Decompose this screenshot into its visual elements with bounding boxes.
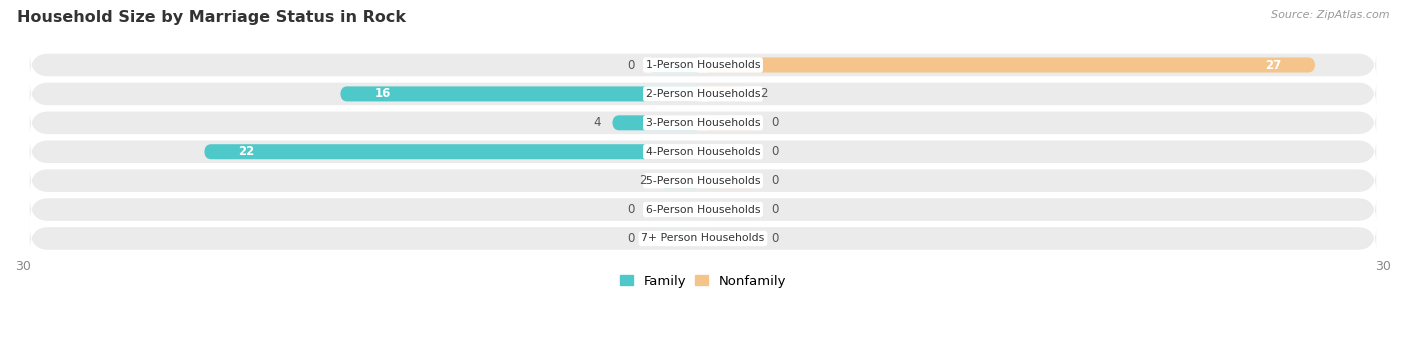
Text: 16: 16 (374, 87, 391, 100)
Text: 0: 0 (627, 59, 636, 72)
Text: 0: 0 (627, 203, 636, 216)
Text: 22: 22 (238, 145, 254, 158)
Text: 0: 0 (770, 203, 779, 216)
Text: 2: 2 (759, 87, 768, 100)
FancyBboxPatch shape (30, 82, 1376, 106)
FancyBboxPatch shape (703, 144, 759, 159)
FancyBboxPatch shape (30, 198, 1376, 221)
FancyBboxPatch shape (703, 86, 748, 101)
FancyBboxPatch shape (613, 115, 703, 130)
Text: 0: 0 (770, 174, 779, 187)
Text: 4-Person Households: 4-Person Households (645, 147, 761, 157)
FancyBboxPatch shape (703, 231, 759, 246)
FancyBboxPatch shape (30, 111, 1376, 135)
FancyBboxPatch shape (30, 169, 1376, 193)
Text: 0: 0 (770, 232, 779, 245)
Text: 6-Person Households: 6-Person Households (645, 205, 761, 214)
Legend: Family, Nonfamily: Family, Nonfamily (614, 269, 792, 293)
FancyBboxPatch shape (30, 140, 1376, 164)
FancyBboxPatch shape (340, 86, 703, 101)
Text: 2: 2 (638, 174, 647, 187)
Text: 3-Person Households: 3-Person Households (645, 118, 761, 128)
FancyBboxPatch shape (703, 202, 759, 217)
FancyBboxPatch shape (647, 58, 703, 73)
FancyBboxPatch shape (647, 202, 703, 217)
Text: 4: 4 (593, 116, 600, 129)
Text: 2-Person Households: 2-Person Households (645, 89, 761, 99)
Text: 5-Person Households: 5-Person Households (645, 176, 761, 186)
FancyBboxPatch shape (30, 227, 1376, 250)
Text: 0: 0 (627, 232, 636, 245)
FancyBboxPatch shape (703, 58, 1315, 73)
FancyBboxPatch shape (703, 115, 759, 130)
Text: Source: ZipAtlas.com: Source: ZipAtlas.com (1271, 10, 1389, 20)
FancyBboxPatch shape (703, 173, 759, 188)
FancyBboxPatch shape (658, 173, 703, 188)
Text: 7+ Person Households: 7+ Person Households (641, 234, 765, 243)
Text: Household Size by Marriage Status in Rock: Household Size by Marriage Status in Roc… (17, 10, 406, 25)
Text: 27: 27 (1265, 59, 1281, 72)
FancyBboxPatch shape (30, 53, 1376, 77)
FancyBboxPatch shape (204, 144, 703, 159)
Text: 1-Person Households: 1-Person Households (645, 60, 761, 70)
Text: 0: 0 (770, 145, 779, 158)
Text: 0: 0 (770, 116, 779, 129)
FancyBboxPatch shape (647, 231, 703, 246)
